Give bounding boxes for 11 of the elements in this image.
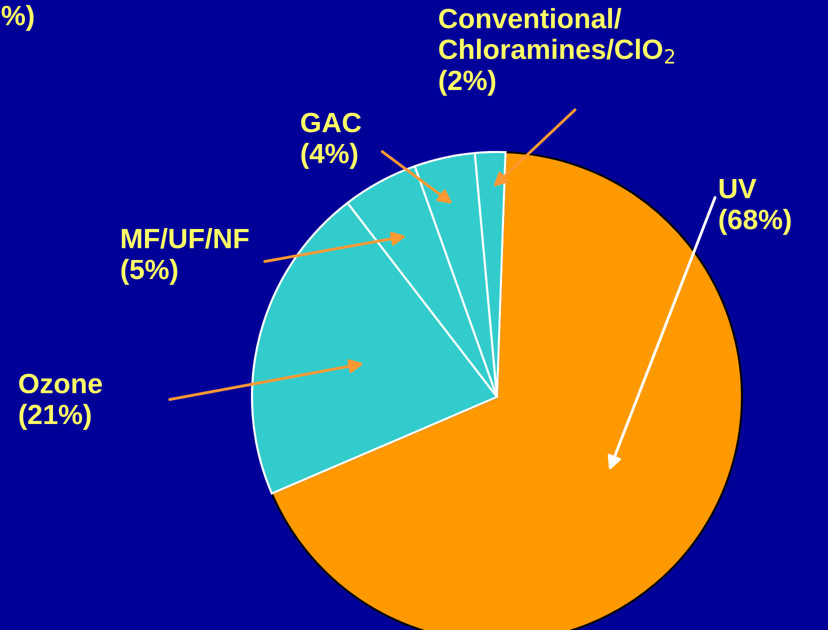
- slice-label: Ozone: [19, 374, 102, 394]
- data-label: (21%): [19, 404, 91, 430]
- slice-label: Conventional/ Chloramines/ClO$_{2}$: [439, 8, 674, 64]
- data-label: (2%): [439, 70, 496, 96]
- chart-title: %): [2, 5, 34, 31]
- slice-label: UV: [720, 179, 756, 198]
- slice-label: MF/UF/NF: [122, 228, 249, 249]
- slice-label: GAC: [301, 112, 361, 132]
- data-label: (68%): [719, 208, 791, 235]
- data-label: (5%): [121, 258, 178, 285]
- data-label: (4%): [301, 142, 358, 169]
